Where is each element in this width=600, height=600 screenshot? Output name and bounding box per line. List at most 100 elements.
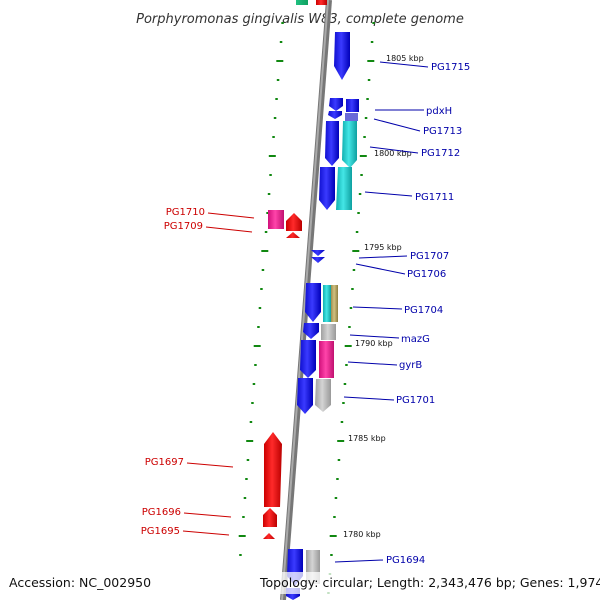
tick-mark [273, 117, 277, 119]
gene-arrow [286, 213, 302, 231]
tick-mark [367, 79, 371, 81]
gene-label-pg1695: PG1695 [141, 526, 180, 537]
gene-label-pg1707: PG1707 [410, 251, 449, 262]
gene-label-pg1706: PG1706 [407, 269, 446, 280]
reverse-gene-labels: PG1710 PG1709 PG1697 PG1696 PG1695 [141, 207, 205, 537]
callout-line [373, 118, 421, 132]
callout-line [186, 462, 234, 468]
tick-mark [355, 231, 359, 233]
tick-mark [249, 421, 253, 423]
tick-mark [238, 535, 246, 537]
genes [263, 0, 359, 600]
gene-label-pg1696: PG1696 [142, 507, 181, 518]
kbp-markers: 1805 kbp 1800 kbp 1795 kbp 1790 kbp 1785… [343, 54, 424, 539]
gene-label-gyrb: gyrB [399, 360, 422, 371]
tick-mark [352, 269, 356, 271]
gene-arrow [315, 379, 331, 412]
gene-label-pg1701: PG1701 [396, 395, 435, 406]
kbp-label: 1795 kbp [364, 243, 402, 252]
tick-mark [257, 326, 260, 328]
tick-mark [364, 117, 368, 119]
accession-text: Accession: NC_002950 [9, 575, 151, 590]
kbp-label: 1805 kbp [386, 54, 424, 63]
gene-arrow [336, 167, 352, 210]
tick-mark [344, 345, 352, 347]
gene-arrow [345, 113, 358, 121]
callout-line [379, 61, 429, 68]
tick-mark [266, 212, 269, 214]
tick-mark [276, 60, 284, 62]
gene-label-pg1697: PG1697 [145, 457, 184, 468]
gene-arrow [323, 285, 331, 322]
gene-label-pdxh: pdxH [426, 106, 452, 117]
topology-text: Topology: circular; Length: 2,343,476 bp… [259, 575, 600, 590]
gene-arrow [342, 121, 357, 168]
gene-arrow [268, 210, 284, 229]
tick-mark [340, 421, 344, 423]
callout-line [207, 212, 255, 219]
tick-mark [360, 174, 363, 176]
gene-arrow [325, 121, 339, 166]
tick-mark [264, 231, 268, 233]
gene-arrow [334, 32, 350, 80]
tick-mark [258, 307, 262, 309]
callout-line [352, 306, 403, 310]
gene-arrow [300, 340, 316, 378]
footer-background [258, 572, 594, 594]
gene-arrow [297, 378, 313, 414]
forward-gene-labels: PG1715 pdxH PG1713 PG1712 PG1711 PG1707 … [386, 62, 470, 566]
tick-mark [336, 478, 339, 480]
tick-mark [267, 193, 271, 195]
tick-mark [370, 41, 374, 43]
tick-mark [345, 364, 348, 366]
tick-tracks [236, 22, 375, 594]
tick-mark [246, 440, 254, 442]
gene-arrow [319, 341, 334, 378]
gene-label-pg1710: PG1710 [166, 207, 205, 218]
tick-mark [337, 440, 345, 442]
callout-line [347, 361, 398, 366]
tick-mark [242, 516, 245, 518]
gene-arrow [319, 167, 335, 210]
callout-line [183, 512, 232, 518]
tick-mark [246, 459, 250, 461]
gene-arrow [311, 257, 325, 263]
tick-mark [268, 155, 276, 157]
gene-arrow [286, 232, 300, 238]
tick-mark [342, 402, 345, 404]
tick-mark [343, 383, 347, 385]
tick-mark [269, 174, 272, 176]
callout-line [343, 396, 395, 401]
kbp-label: 1780 kbp [343, 530, 381, 539]
tick-mark [279, 41, 283, 43]
tick-mark [359, 155, 367, 157]
gene-label-mazg: mazG [401, 334, 430, 345]
tick-mark [243, 497, 247, 499]
gene-arrow [346, 99, 359, 112]
gene-arrow [329, 98, 343, 111]
tick-mark [276, 79, 280, 81]
footer-background [0, 572, 258, 594]
callout-line [334, 559, 384, 563]
tick-mark [334, 497, 338, 499]
kbp-label: 1785 kbp [348, 434, 386, 443]
tick-mark [272, 136, 275, 138]
gene-label-pg1704: PG1704 [404, 305, 443, 316]
gene-label-pg1712: PG1712 [421, 148, 460, 159]
tick-mark [349, 307, 353, 309]
tick-mark [363, 136, 366, 138]
tick-mark [352, 250, 360, 252]
gene-arrow [263, 508, 277, 527]
kbp-label: 1800 kbp [374, 149, 412, 158]
tick-mark [261, 250, 269, 252]
gene-label-pg1694: PG1694 [386, 555, 425, 566]
callout-line [364, 191, 413, 197]
tick-mark [261, 269, 265, 271]
tick-mark [367, 60, 375, 62]
callout-line [358, 255, 408, 259]
callout-lines [182, 61, 429, 563]
tick-mark [358, 193, 362, 195]
gene-label-pg1715: PG1715 [431, 62, 470, 73]
callout-line [205, 226, 253, 233]
tick-mark [252, 383, 256, 385]
